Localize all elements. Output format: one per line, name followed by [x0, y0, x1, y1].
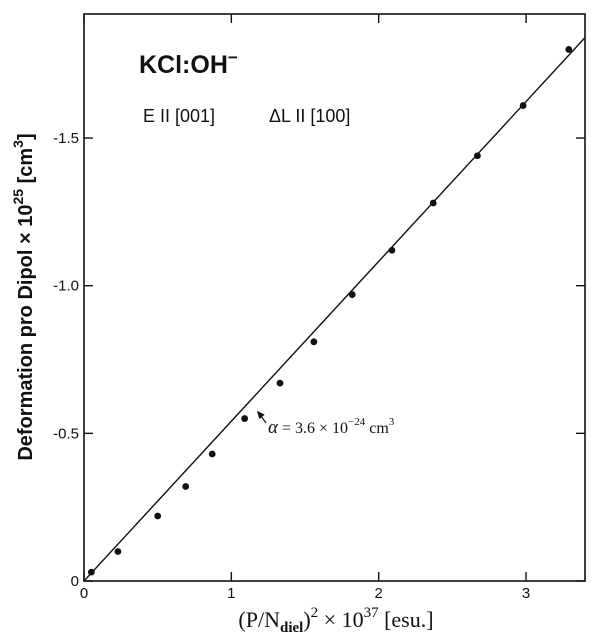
y-tick-label: -1.5 [53, 130, 79, 147]
data-point [87, 568, 95, 576]
y-axis-ticks: 0 -0.5 -1.0 -1.5 [53, 130, 585, 590]
y-axis-label: Deformation pro Dipol × 1025 [cm3] [10, 133, 37, 460]
data-point [208, 450, 216, 458]
x-tick-label: 1 [227, 585, 235, 602]
y-tick-label: -0.5 [53, 425, 79, 442]
data-point [114, 548, 122, 555]
x-axis-label: (P/Ndiel)2 × 1037 [esu.] [238, 605, 433, 636]
data-point [182, 483, 190, 490]
y-tick-label: -1.0 [53, 278, 79, 295]
data-point [565, 46, 573, 53]
y-tick-label: 0 [71, 573, 79, 590]
field-direction-label: E II [001] [143, 106, 215, 126]
x-tick-label: 2 [375, 585, 383, 602]
fit-line [83, 37, 586, 582]
data-point [154, 512, 162, 520]
data-point [519, 102, 527, 109]
x-axis-ticks: 0 1 2 3 [80, 14, 530, 602]
data-point [429, 199, 437, 207]
annotation-text: α = 3.6 × 10−24 cm3 [268, 416, 395, 438]
data-points [87, 46, 573, 576]
data-point [310, 338, 318, 346]
data-point [241, 415, 249, 422]
data-point [388, 246, 396, 254]
x-tick-label: 0 [80, 585, 88, 602]
data-point [348, 291, 356, 298]
data-point [276, 379, 284, 387]
data-point [474, 152, 481, 160]
plot-frame [83, 13, 586, 582]
chart-title: KCl:OH− [139, 48, 238, 79]
x-tick-label: 3 [522, 585, 530, 602]
annotation-arrow-head [256, 410, 265, 420]
deformation-direction-label: ΔL II [100] [269, 106, 350, 126]
slope-annotation: α = 3.6 × 10−24 cm3 [256, 410, 395, 438]
